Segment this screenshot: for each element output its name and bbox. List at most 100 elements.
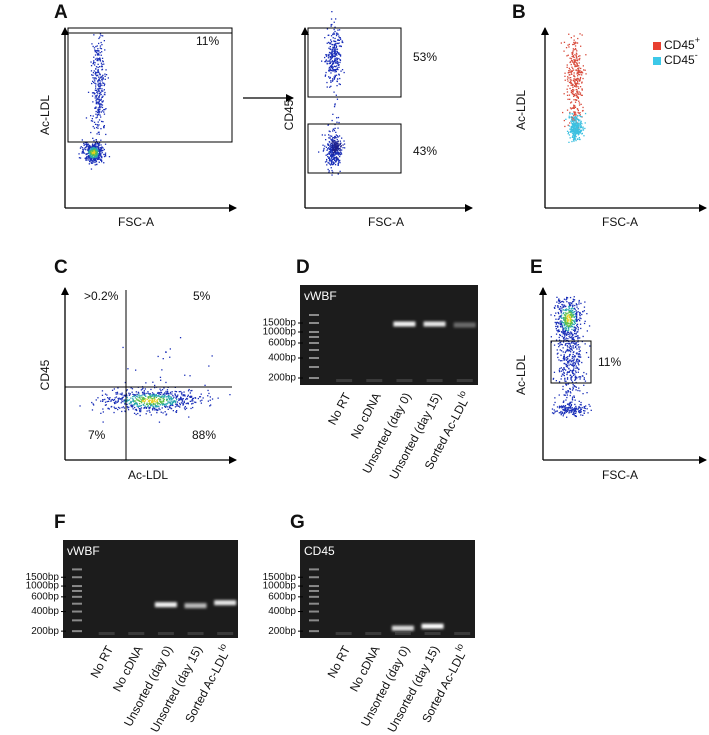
event-dot [170,398,172,400]
event-dot [129,402,132,404]
event-dot [568,360,570,362]
event-dot [569,323,572,325]
event-dot [100,412,102,414]
event-dot [335,160,338,162]
event-dot [97,81,99,83]
event-dot [141,396,143,398]
event-dot [152,381,154,383]
event-dot [328,160,331,162]
event-dot [565,365,568,368]
event-dot [562,329,564,331]
event-dot [149,399,151,401]
event-dot [571,336,573,338]
event-dot [568,412,570,414]
event-dot [572,89,574,91]
event-dot [128,394,131,396]
event-dot [569,122,571,124]
event-dot [561,335,563,338]
event-dot [150,388,152,391]
event-dot [568,370,571,373]
event-dot [581,116,583,118]
event-dot [573,114,575,117]
event-dot [330,40,333,43]
event-dot [575,405,577,408]
quadrant-label: 88% [192,428,216,442]
event-dot [572,56,574,58]
event-dot [560,350,563,352]
event-dot [116,391,119,393]
event-dot [135,394,137,396]
ladder-label: 600bp [31,591,59,602]
event-dot [334,146,336,149]
event-dot [329,62,331,64]
event-dot [327,168,329,171]
event-dot [581,123,583,125]
event-dot [554,401,556,404]
event-dot [567,350,569,352]
event-dot [579,412,581,414]
event-dot [336,58,338,61]
event-dot [333,45,336,47]
event-dot [122,346,124,349]
event-dot [95,78,97,80]
event-dot [581,110,584,112]
event-dot [573,99,575,101]
event-dot [85,145,88,147]
event-dot [579,92,582,94]
event-dot [331,158,334,160]
event-dot [185,402,187,405]
event-dot [570,70,572,72]
event-dot [579,57,581,60]
event-dot [578,350,580,353]
event-dot [162,402,164,405]
event-dot [91,74,93,76]
event-dot [561,314,563,316]
event-dot [131,406,134,408]
event-dot [96,98,98,101]
event-dot [179,404,181,406]
event-dot [163,398,165,400]
event-dot [573,62,575,64]
event-dot [339,59,341,61]
event-dot [572,323,574,325]
event-dot [91,82,93,85]
event-dot [97,98,99,100]
event-dot [100,90,103,92]
event-dot [101,146,103,149]
event-dot [571,347,573,349]
event-dot [581,89,583,91]
event-dot [566,64,568,66]
event-dot [574,82,577,85]
event-dot [330,39,332,41]
event-dot [155,396,158,398]
event-dot [341,137,343,139]
lane-label-sup: lo [456,389,468,400]
event-dot [95,99,97,101]
event-dot [559,306,562,308]
event-dot [572,334,574,337]
event-dot [326,158,328,161]
event-dot [556,301,558,303]
event-dot [570,411,572,414]
event-dot [571,316,573,318]
event-dot [564,332,566,334]
event-dot [326,81,328,84]
event-dot [158,398,160,400]
event-dot [330,48,332,51]
event-dot [566,394,568,396]
event-dot [339,61,341,64]
event-dot [572,48,574,50]
event-dot [570,312,572,314]
event-dot [571,70,573,73]
event-dot [140,407,143,409]
event-dot [561,373,564,375]
event-dot [573,95,575,97]
ladder-band [309,336,319,338]
ladder-label: 1500bp [26,572,60,583]
event-dot [564,377,566,379]
x-axis-label: FSC-A [118,215,154,229]
event-dot [90,154,92,156]
event-dot [575,79,577,81]
event-dot [573,139,575,141]
event-dot [95,83,97,85]
